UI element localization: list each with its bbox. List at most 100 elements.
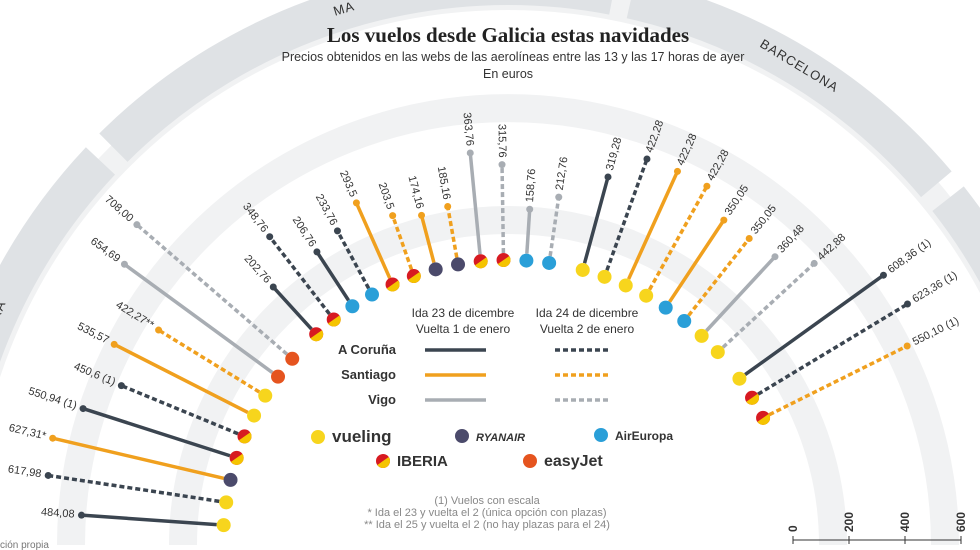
airline-dot xyxy=(455,429,469,443)
airline-dot xyxy=(247,408,262,423)
value-label: 315,76 xyxy=(495,124,508,158)
bar-end xyxy=(810,259,818,267)
ring xyxy=(113,150,903,546)
airline-dot xyxy=(219,495,234,510)
airline-dot xyxy=(523,454,537,468)
airline-name: easyJet xyxy=(544,453,603,470)
bar-end xyxy=(120,260,128,268)
title: Los vuelos desde Galicia estas navidades xyxy=(327,23,689,47)
airline-dot xyxy=(223,472,238,487)
legend-row-label: A Coruña xyxy=(338,342,397,357)
notes: (1) Vuelos con escala* Ida el 23 y vuelt… xyxy=(364,495,610,531)
value-label: 348,76 xyxy=(240,201,270,235)
bar xyxy=(500,164,506,254)
bar xyxy=(335,230,371,290)
bar-end xyxy=(879,271,887,279)
legend-column-header: Vuelta 2 de enero xyxy=(540,322,635,336)
airline-dot xyxy=(732,371,747,386)
airline-dot xyxy=(345,299,360,314)
bar-end xyxy=(673,167,681,175)
airline-dot xyxy=(575,262,590,277)
airline-dot-half xyxy=(310,330,324,342)
airline-dot xyxy=(542,255,557,270)
bar-end xyxy=(155,326,163,334)
value-label: 617,98 xyxy=(7,463,42,480)
bar-end xyxy=(771,253,779,261)
value-label: 535,57 xyxy=(75,320,110,346)
airline-dot-half xyxy=(327,315,341,327)
note: (1) Vuelos con escala xyxy=(434,495,540,507)
airline-dot xyxy=(597,269,612,284)
airline-dot xyxy=(618,278,633,293)
section-band xyxy=(626,0,952,198)
airline-name: vueling xyxy=(332,427,392,446)
bar-end xyxy=(269,283,277,291)
bar xyxy=(354,202,392,279)
bar xyxy=(81,513,217,527)
bar-end xyxy=(466,149,474,157)
bar xyxy=(135,223,289,356)
scale-tick-label: 400 xyxy=(898,512,912,532)
value-label: 350,05 xyxy=(723,183,752,218)
scale-tick-label: 200 xyxy=(842,512,856,532)
airline-dot xyxy=(677,314,692,329)
airline-dot-half xyxy=(377,456,390,468)
bar-end xyxy=(903,342,911,350)
bar-end xyxy=(418,211,426,219)
bar xyxy=(768,344,908,417)
bar-end xyxy=(352,199,360,207)
bar xyxy=(648,185,709,291)
legend-row-label: Vigo xyxy=(368,392,396,407)
legend: Ida 23 de dicembre Vuelta 1 de enero Ida 2… xyxy=(311,306,673,470)
bar xyxy=(52,436,225,481)
bar-end xyxy=(444,202,452,210)
bar xyxy=(582,176,610,264)
legend-column-header: Ida 23 de dicembre xyxy=(412,306,515,320)
bar-end xyxy=(555,193,563,201)
bar-end xyxy=(703,182,711,190)
bar-end xyxy=(313,248,321,256)
bar-end xyxy=(333,227,341,235)
bar-end xyxy=(498,161,506,169)
airline-dot xyxy=(216,518,231,533)
legend-row-label: Santiago xyxy=(341,367,396,382)
scale-tick-label: 0 xyxy=(786,525,800,532)
airline-dot-half xyxy=(408,272,421,284)
bar xyxy=(47,473,220,504)
value-label: 158,76 xyxy=(524,168,538,202)
legend-column-header: Ida 24 de dicembre xyxy=(536,306,639,320)
airline-dot-half xyxy=(238,432,252,444)
bar-end xyxy=(643,155,651,163)
bar-end xyxy=(745,235,753,243)
airline-dot xyxy=(428,262,443,277)
bar xyxy=(668,219,726,303)
bar xyxy=(445,206,459,258)
bar-end xyxy=(77,511,85,519)
airline-dot xyxy=(519,253,534,268)
scale-tick-label: 600 xyxy=(954,512,968,532)
value-label: 212,76 xyxy=(554,156,571,191)
airline-dot xyxy=(694,328,709,343)
airline-dot xyxy=(285,351,300,366)
bar-end xyxy=(526,205,534,213)
bar xyxy=(705,255,777,332)
ring xyxy=(1,38,980,546)
bar xyxy=(605,158,649,271)
airline-dot-half xyxy=(757,413,771,425)
bar xyxy=(721,262,816,349)
airline-dot-half xyxy=(746,393,760,405)
note: * Ida el 23 y vuelta el 2 (única opción … xyxy=(367,507,606,519)
ring xyxy=(169,206,847,546)
airline-dot xyxy=(365,287,380,302)
bar xyxy=(757,302,909,396)
bar xyxy=(744,273,885,377)
bar xyxy=(627,170,680,280)
bar xyxy=(120,384,239,436)
bar-end xyxy=(110,340,118,348)
airline-dot xyxy=(451,257,466,272)
unit: En euros xyxy=(483,67,533,81)
value-label: 363,76 xyxy=(460,112,475,147)
section-label: MA xyxy=(331,0,356,19)
airline-name: AirEuropa xyxy=(615,429,673,443)
